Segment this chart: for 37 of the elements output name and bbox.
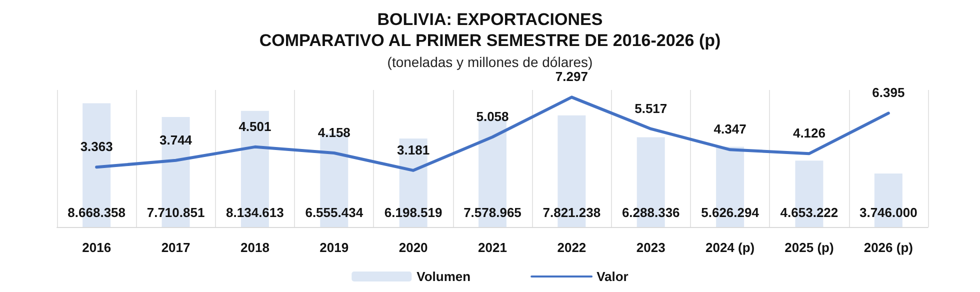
x-tick-label: 2020 — [398, 240, 428, 255]
data-label: 6.395 — [872, 85, 905, 100]
data-label: 8.668.358 — [68, 205, 126, 220]
data-label: 4.501 — [238, 118, 272, 134]
data-label: 6.198.519 — [384, 205, 442, 220]
x-tick-label: 2021 — [478, 240, 507, 255]
x-tick-label: 2022 — [557, 240, 586, 255]
x-tick-label: 2025 (p) — [784, 240, 834, 255]
data-label: 3.744 — [160, 132, 193, 148]
x-tick-label: 2026 (p) — [864, 240, 913, 255]
x-tick-label: 2019 — [320, 240, 349, 255]
x-tick-label: 2018 — [240, 240, 270, 255]
data-label: 7.578.965 — [464, 205, 522, 220]
data-label: 3.363 — [80, 139, 113, 154]
data-label: 7.710.851 — [146, 205, 205, 220]
data-label: 3.181 — [397, 142, 430, 158]
legend-label: Valor — [596, 269, 628, 284]
data-label: 7.297 — [555, 69, 588, 84]
x-tick-label: 2016 — [82, 240, 112, 255]
data-label: 4.158 — [318, 125, 350, 140]
chart-title: BOLIVIA: EXPORTACIONES COMPARATIVO AL PRIMER SEMESTRE DE 2016-2026 (p) — [259, 10, 721, 50]
data-label: 7.821.238 — [542, 205, 601, 220]
data-label: 6.288.336 — [622, 205, 680, 220]
x-tick-label: 2024 (p) — [705, 240, 755, 255]
x-tick-label: 2023 — [636, 240, 666, 255]
data-label: 5.058 — [476, 109, 509, 124]
data-label: 4.347 — [714, 122, 746, 137]
legend-label: Volumen — [416, 269, 471, 284]
data-label: 6.555.434 — [305, 205, 364, 220]
data-label: 4.653.222 — [780, 205, 838, 220]
x-tick-label: 2017 — [161, 240, 190, 255]
data-label: 8.134.613 — [226, 205, 284, 220]
chart-subtitle: (toneladas y millones de dólares) — [387, 54, 593, 70]
data-label: 5.517 — [634, 100, 668, 116]
data-label: 5.626.294 — [701, 205, 760, 220]
data-label: 4.126 — [792, 126, 826, 141]
data-label: 3.746.000 — [859, 205, 918, 220]
